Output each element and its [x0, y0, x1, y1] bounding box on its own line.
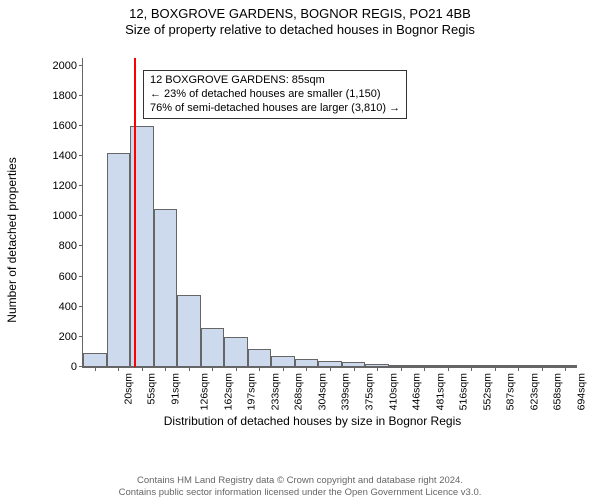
y-tick-label: 2000: [39, 60, 77, 72]
x-tick-mark: [306, 367, 307, 371]
x-tick-label: 55sqm: [146, 373, 158, 405]
x-tick-label: 694sqm: [575, 373, 587, 410]
y-tick-label: 600: [39, 271, 77, 283]
y-tick-label: 1400: [39, 150, 77, 162]
x-tick-mark: [565, 367, 566, 371]
x-tick-mark: [142, 367, 143, 371]
x-tick-mark: [259, 367, 260, 371]
y-tick-label: 1600: [39, 120, 77, 132]
x-tick-label: 268sqm: [293, 373, 305, 410]
y-tick-label: 0: [39, 361, 77, 373]
x-tick-label: 197sqm: [246, 373, 258, 410]
x-tick-label: 91sqm: [169, 373, 181, 405]
x-tick-mark: [401, 367, 402, 371]
histogram-bar: [271, 356, 295, 367]
footer-attribution: Contains HM Land Registry data © Crown c…: [0, 475, 600, 498]
x-tick-label: 658sqm: [552, 373, 564, 410]
histogram-bar: [177, 295, 201, 367]
title-line-2: Size of property relative to detached ho…: [0, 22, 600, 38]
x-tick-mark: [95, 367, 96, 371]
y-tick-mark: [79, 185, 83, 186]
y-tick-label: 1800: [39, 90, 77, 102]
plot-area: 12 BOXGROVE GARDENS: 85sqm← 23% of detac…: [82, 58, 577, 368]
y-tick-mark: [79, 276, 83, 277]
x-tick-mark: [377, 367, 378, 371]
x-tick-mark: [495, 367, 496, 371]
x-tick-mark: [189, 367, 190, 371]
x-tick-mark: [212, 367, 213, 371]
x-tick-mark: [283, 367, 284, 371]
y-tick-label: 800: [39, 240, 77, 252]
y-tick-label: 200: [39, 331, 77, 343]
x-tick-label: 481sqm: [434, 373, 446, 410]
x-tick-label: 587sqm: [505, 373, 517, 410]
x-tick-mark: [518, 367, 519, 371]
footer-line-2: Contains public sector information licen…: [0, 487, 600, 498]
x-tick-mark: [165, 367, 166, 371]
histogram-bar: [107, 153, 131, 367]
x-tick-mark: [330, 367, 331, 371]
x-tick-label: 375sqm: [363, 373, 375, 410]
annotation-box: 12 BOXGROVE GARDENS: 85sqm← 23% of detac…: [143, 70, 407, 119]
y-tick-mark: [79, 306, 83, 307]
histogram-bar: [224, 337, 248, 367]
y-tick-label: 1000: [39, 210, 77, 222]
footer-line-1: Contains HM Land Registry data © Crown c…: [0, 475, 600, 486]
annotation-line: 76% of semi-detached houses are larger (…: [150, 102, 400, 116]
histogram-bar: [201, 328, 225, 367]
x-tick-label: 233sqm: [269, 373, 281, 410]
histogram-bar: [83, 353, 107, 367]
x-tick-mark: [236, 367, 237, 371]
y-tick-mark: [79, 215, 83, 216]
y-axis-label: Number of detached properties: [5, 157, 19, 322]
y-tick-mark: [79, 125, 83, 126]
x-axis-label: Distribution of detached houses by size …: [40, 414, 585, 428]
annotation-line: ← 23% of detached houses are smaller (1,…: [150, 88, 400, 102]
chart-title: 12, BOXGROVE GARDENS, BOGNOR REGIS, PO21…: [0, 0, 600, 39]
chart-area: Number of detached properties 12 BOXGROV…: [40, 50, 585, 430]
x-tick-mark: [118, 367, 119, 371]
x-tick-label: 126sqm: [199, 373, 211, 410]
y-tick-label: 1200: [39, 180, 77, 192]
title-line-1: 12, BOXGROVE GARDENS, BOGNOR REGIS, PO21…: [0, 6, 600, 22]
x-tick-mark: [354, 367, 355, 371]
x-tick-label: 162sqm: [222, 373, 234, 410]
annotation-line: 12 BOXGROVE GARDENS: 85sqm: [150, 74, 400, 88]
x-tick-label: 410sqm: [387, 373, 399, 410]
x-tick-label: 304sqm: [316, 373, 328, 410]
x-tick-mark: [424, 367, 425, 371]
y-tick-label: 400: [39, 301, 77, 313]
x-tick-mark: [448, 367, 449, 371]
x-tick-label: 623sqm: [528, 373, 540, 410]
x-tick-mark: [471, 367, 472, 371]
histogram-bar: [154, 209, 178, 367]
y-tick-mark: [79, 95, 83, 96]
x-tick-label: 339sqm: [340, 373, 352, 410]
y-tick-mark: [79, 336, 83, 337]
x-tick-label: 552sqm: [481, 373, 493, 410]
y-tick-mark: [79, 155, 83, 156]
x-tick-mark: [542, 367, 543, 371]
histogram-bar: [248, 349, 272, 367]
y-tick-mark: [79, 245, 83, 246]
y-tick-mark: [79, 65, 83, 66]
x-tick-label: 516sqm: [457, 373, 469, 410]
x-tick-label: 20sqm: [122, 373, 134, 405]
histogram-bar: [295, 359, 319, 367]
x-tick-label: 446sqm: [410, 373, 422, 410]
property-marker-line: [134, 58, 136, 367]
